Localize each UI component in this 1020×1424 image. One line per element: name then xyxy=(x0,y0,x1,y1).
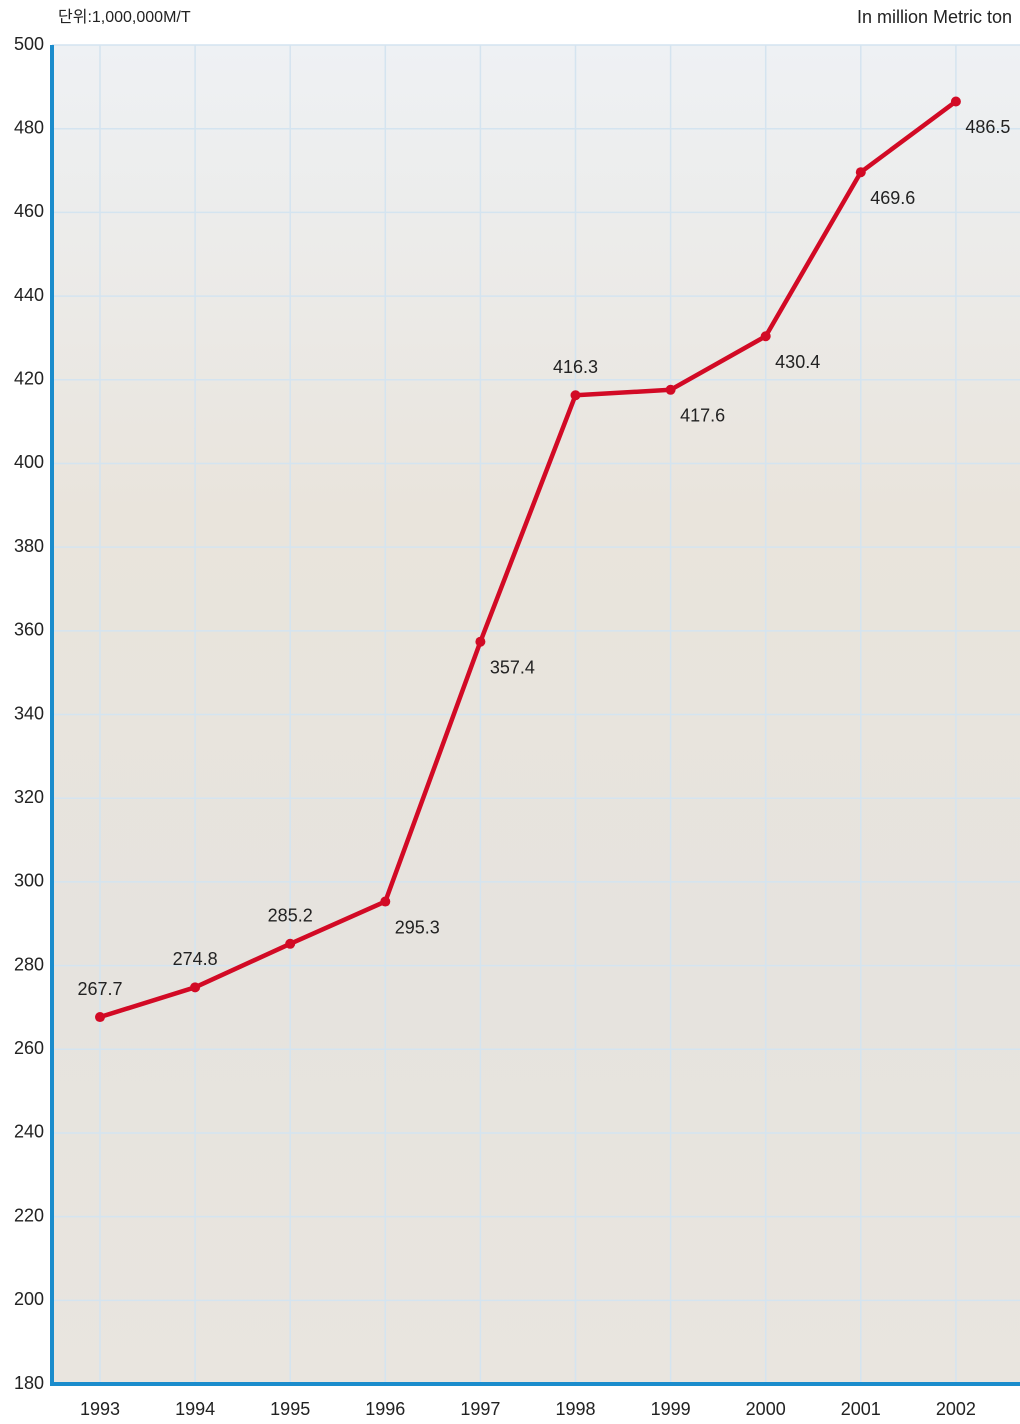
y-tick-label: 260 xyxy=(14,1038,44,1058)
x-tick-label: 1993 xyxy=(80,1399,120,1419)
line xyxy=(99,99,958,1020)
point xyxy=(570,390,581,401)
y-tick-label: 300 xyxy=(14,871,44,891)
point xyxy=(285,938,296,949)
data-label: 430.4 xyxy=(775,352,820,372)
data-label: 285.2 xyxy=(268,906,313,926)
point xyxy=(855,167,866,178)
data-label: 267.7 xyxy=(77,979,122,999)
y-tick-label: 440 xyxy=(14,285,44,305)
data-label: 274.8 xyxy=(173,949,218,969)
y-tick-label: 220 xyxy=(14,1205,44,1225)
unit-label: 단위:1,000,000M/T xyxy=(58,8,191,26)
data-label: 486.5 xyxy=(965,117,1010,137)
y-tick-label: 500 xyxy=(14,34,44,54)
point xyxy=(95,1012,105,1023)
data-label: 357.4 xyxy=(490,657,535,677)
point xyxy=(950,96,961,107)
y-tick-label: 280 xyxy=(14,954,44,974)
x-tick-label: 1996 xyxy=(365,1399,405,1419)
point xyxy=(665,384,676,395)
y-tick-label: 460 xyxy=(14,201,44,221)
x-tick-label: 1997 xyxy=(460,1399,500,1419)
x-tick-label: 2001 xyxy=(841,1399,881,1419)
x-tick-label: 2000 xyxy=(746,1399,786,1419)
x-tick-label: 1998 xyxy=(555,1399,595,1419)
y-tick-label: 200 xyxy=(14,1289,44,1309)
point xyxy=(760,331,771,342)
unit-label-en: In million Metric ton xyxy=(857,7,1012,27)
data-label: 469.6 xyxy=(870,188,915,208)
point xyxy=(190,982,201,993)
y-tick-label: 180 xyxy=(14,1373,44,1393)
y-tick-label: 320 xyxy=(14,787,44,807)
x-tick-label: 1995 xyxy=(270,1399,310,1419)
y-tick-label: 360 xyxy=(14,620,44,640)
point xyxy=(380,896,391,907)
y-tick-label: 340 xyxy=(14,703,44,723)
y-tick-label: 420 xyxy=(14,369,44,389)
y-tick-label: 480 xyxy=(14,117,44,137)
point xyxy=(475,636,486,647)
x-tick-label: 2002 xyxy=(936,1399,976,1419)
y-tick-label: 380 xyxy=(14,536,44,556)
x-tick-label: 1994 xyxy=(175,1399,215,1419)
y-tick-label: 400 xyxy=(14,452,44,472)
y-tick-label: 240 xyxy=(14,1122,44,1142)
data-label: 416.3 xyxy=(553,357,598,377)
data-label: 417.6 xyxy=(680,406,725,426)
x-tick-label: 1999 xyxy=(651,1399,691,1419)
data-label: 295.3 xyxy=(395,917,440,937)
